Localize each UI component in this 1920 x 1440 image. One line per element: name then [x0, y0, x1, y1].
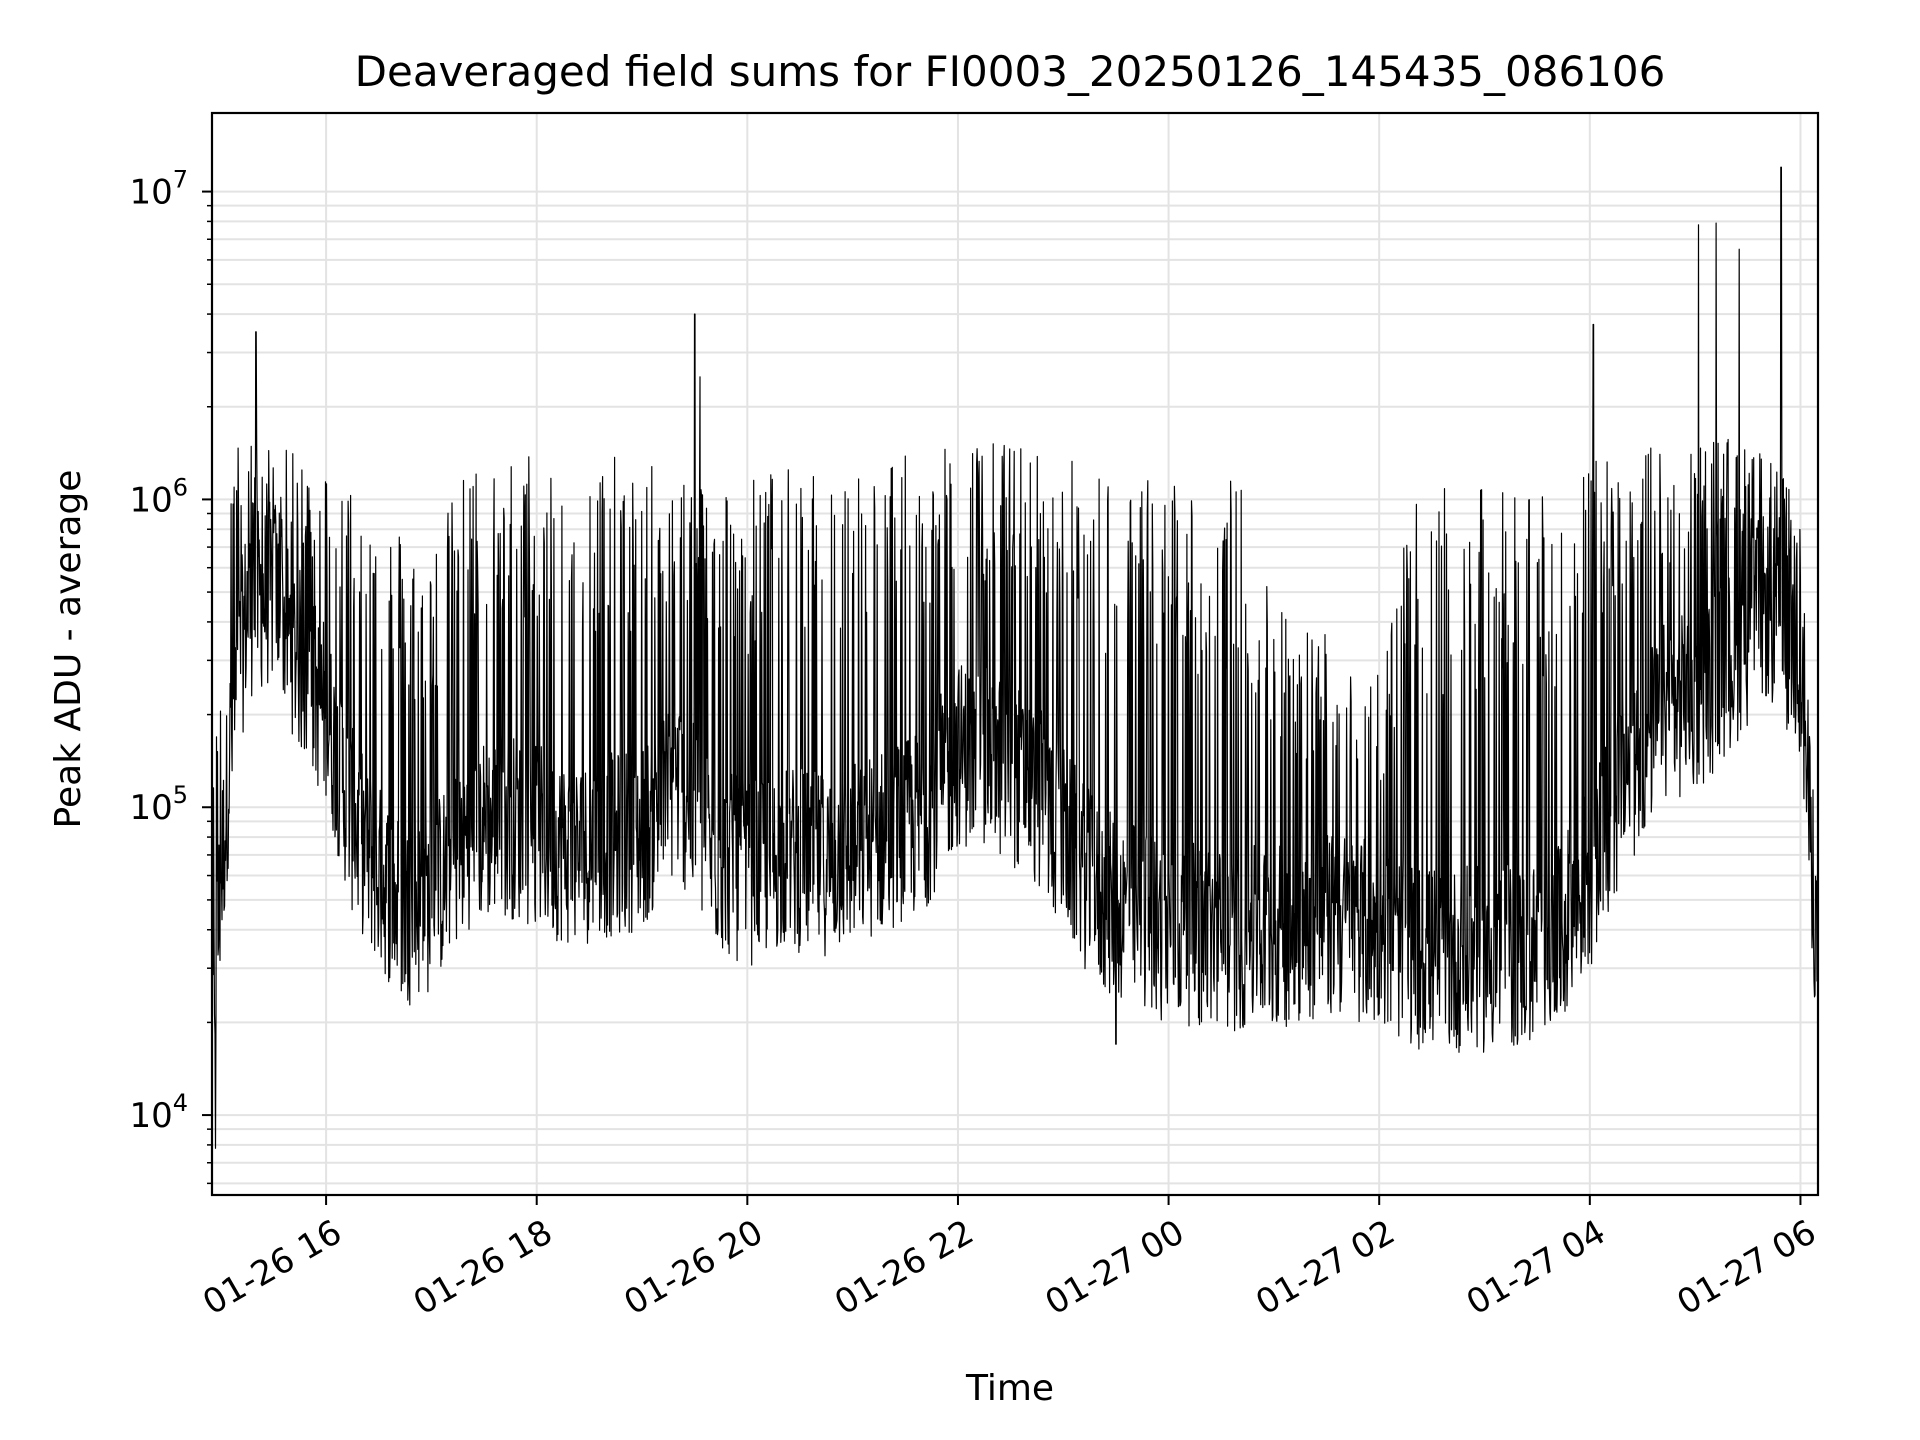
- series-line: [211, 166, 1819, 1149]
- y-tick-label: 105: [129, 781, 188, 828]
- y-axis-label: Peak ADU - average: [48, 470, 89, 829]
- y-tick-label: 106: [129, 473, 188, 520]
- y-tick-label: 107: [129, 166, 188, 213]
- y-tick-label: 104: [129, 1089, 188, 1136]
- y-axis-ticks: 104 105 106 107: [129, 166, 212, 1185]
- chart-title: Deaveraged field sums for FI0003_2025012…: [355, 47, 1666, 96]
- plot-frame: [210, 111, 1820, 1197]
- x-axis-label: Time: [965, 1368, 1054, 1409]
- data-series: [211, 166, 1819, 1149]
